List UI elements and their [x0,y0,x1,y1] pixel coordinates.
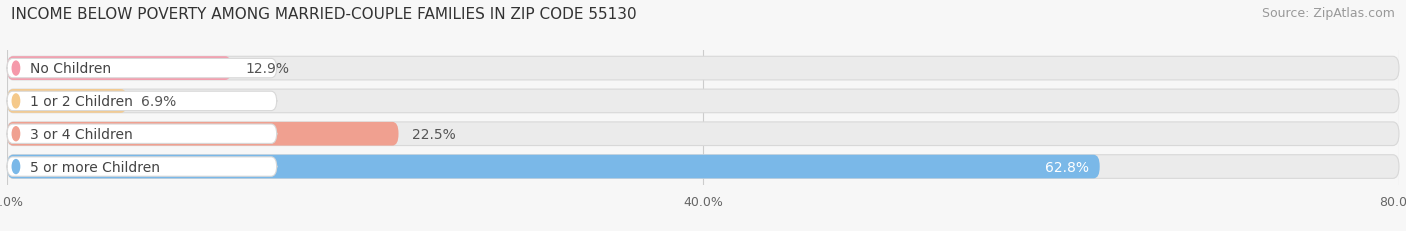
Circle shape [13,94,20,108]
Text: Source: ZipAtlas.com: Source: ZipAtlas.com [1261,7,1395,20]
Text: 62.8%: 62.8% [1045,160,1090,174]
Text: 12.9%: 12.9% [246,62,290,76]
FancyBboxPatch shape [7,155,1399,179]
Text: 6.9%: 6.9% [141,94,176,108]
Text: INCOME BELOW POVERTY AMONG MARRIED-COUPLE FAMILIES IN ZIP CODE 55130: INCOME BELOW POVERTY AMONG MARRIED-COUPL… [11,7,637,22]
FancyBboxPatch shape [7,57,1399,81]
FancyBboxPatch shape [7,92,277,111]
Text: No Children: No Children [30,62,111,76]
FancyBboxPatch shape [7,57,232,81]
FancyBboxPatch shape [7,122,1399,146]
FancyBboxPatch shape [7,90,1399,113]
Circle shape [13,62,20,76]
Text: 1 or 2 Children: 1 or 2 Children [30,94,134,108]
Text: 5 or more Children: 5 or more Children [30,160,160,174]
Text: 3 or 4 Children: 3 or 4 Children [30,127,132,141]
Text: 22.5%: 22.5% [412,127,456,141]
FancyBboxPatch shape [7,59,277,79]
Circle shape [13,127,20,141]
FancyBboxPatch shape [7,125,277,144]
FancyBboxPatch shape [7,157,277,176]
FancyBboxPatch shape [7,90,127,113]
Circle shape [13,160,20,174]
FancyBboxPatch shape [7,122,398,146]
FancyBboxPatch shape [7,155,1099,179]
